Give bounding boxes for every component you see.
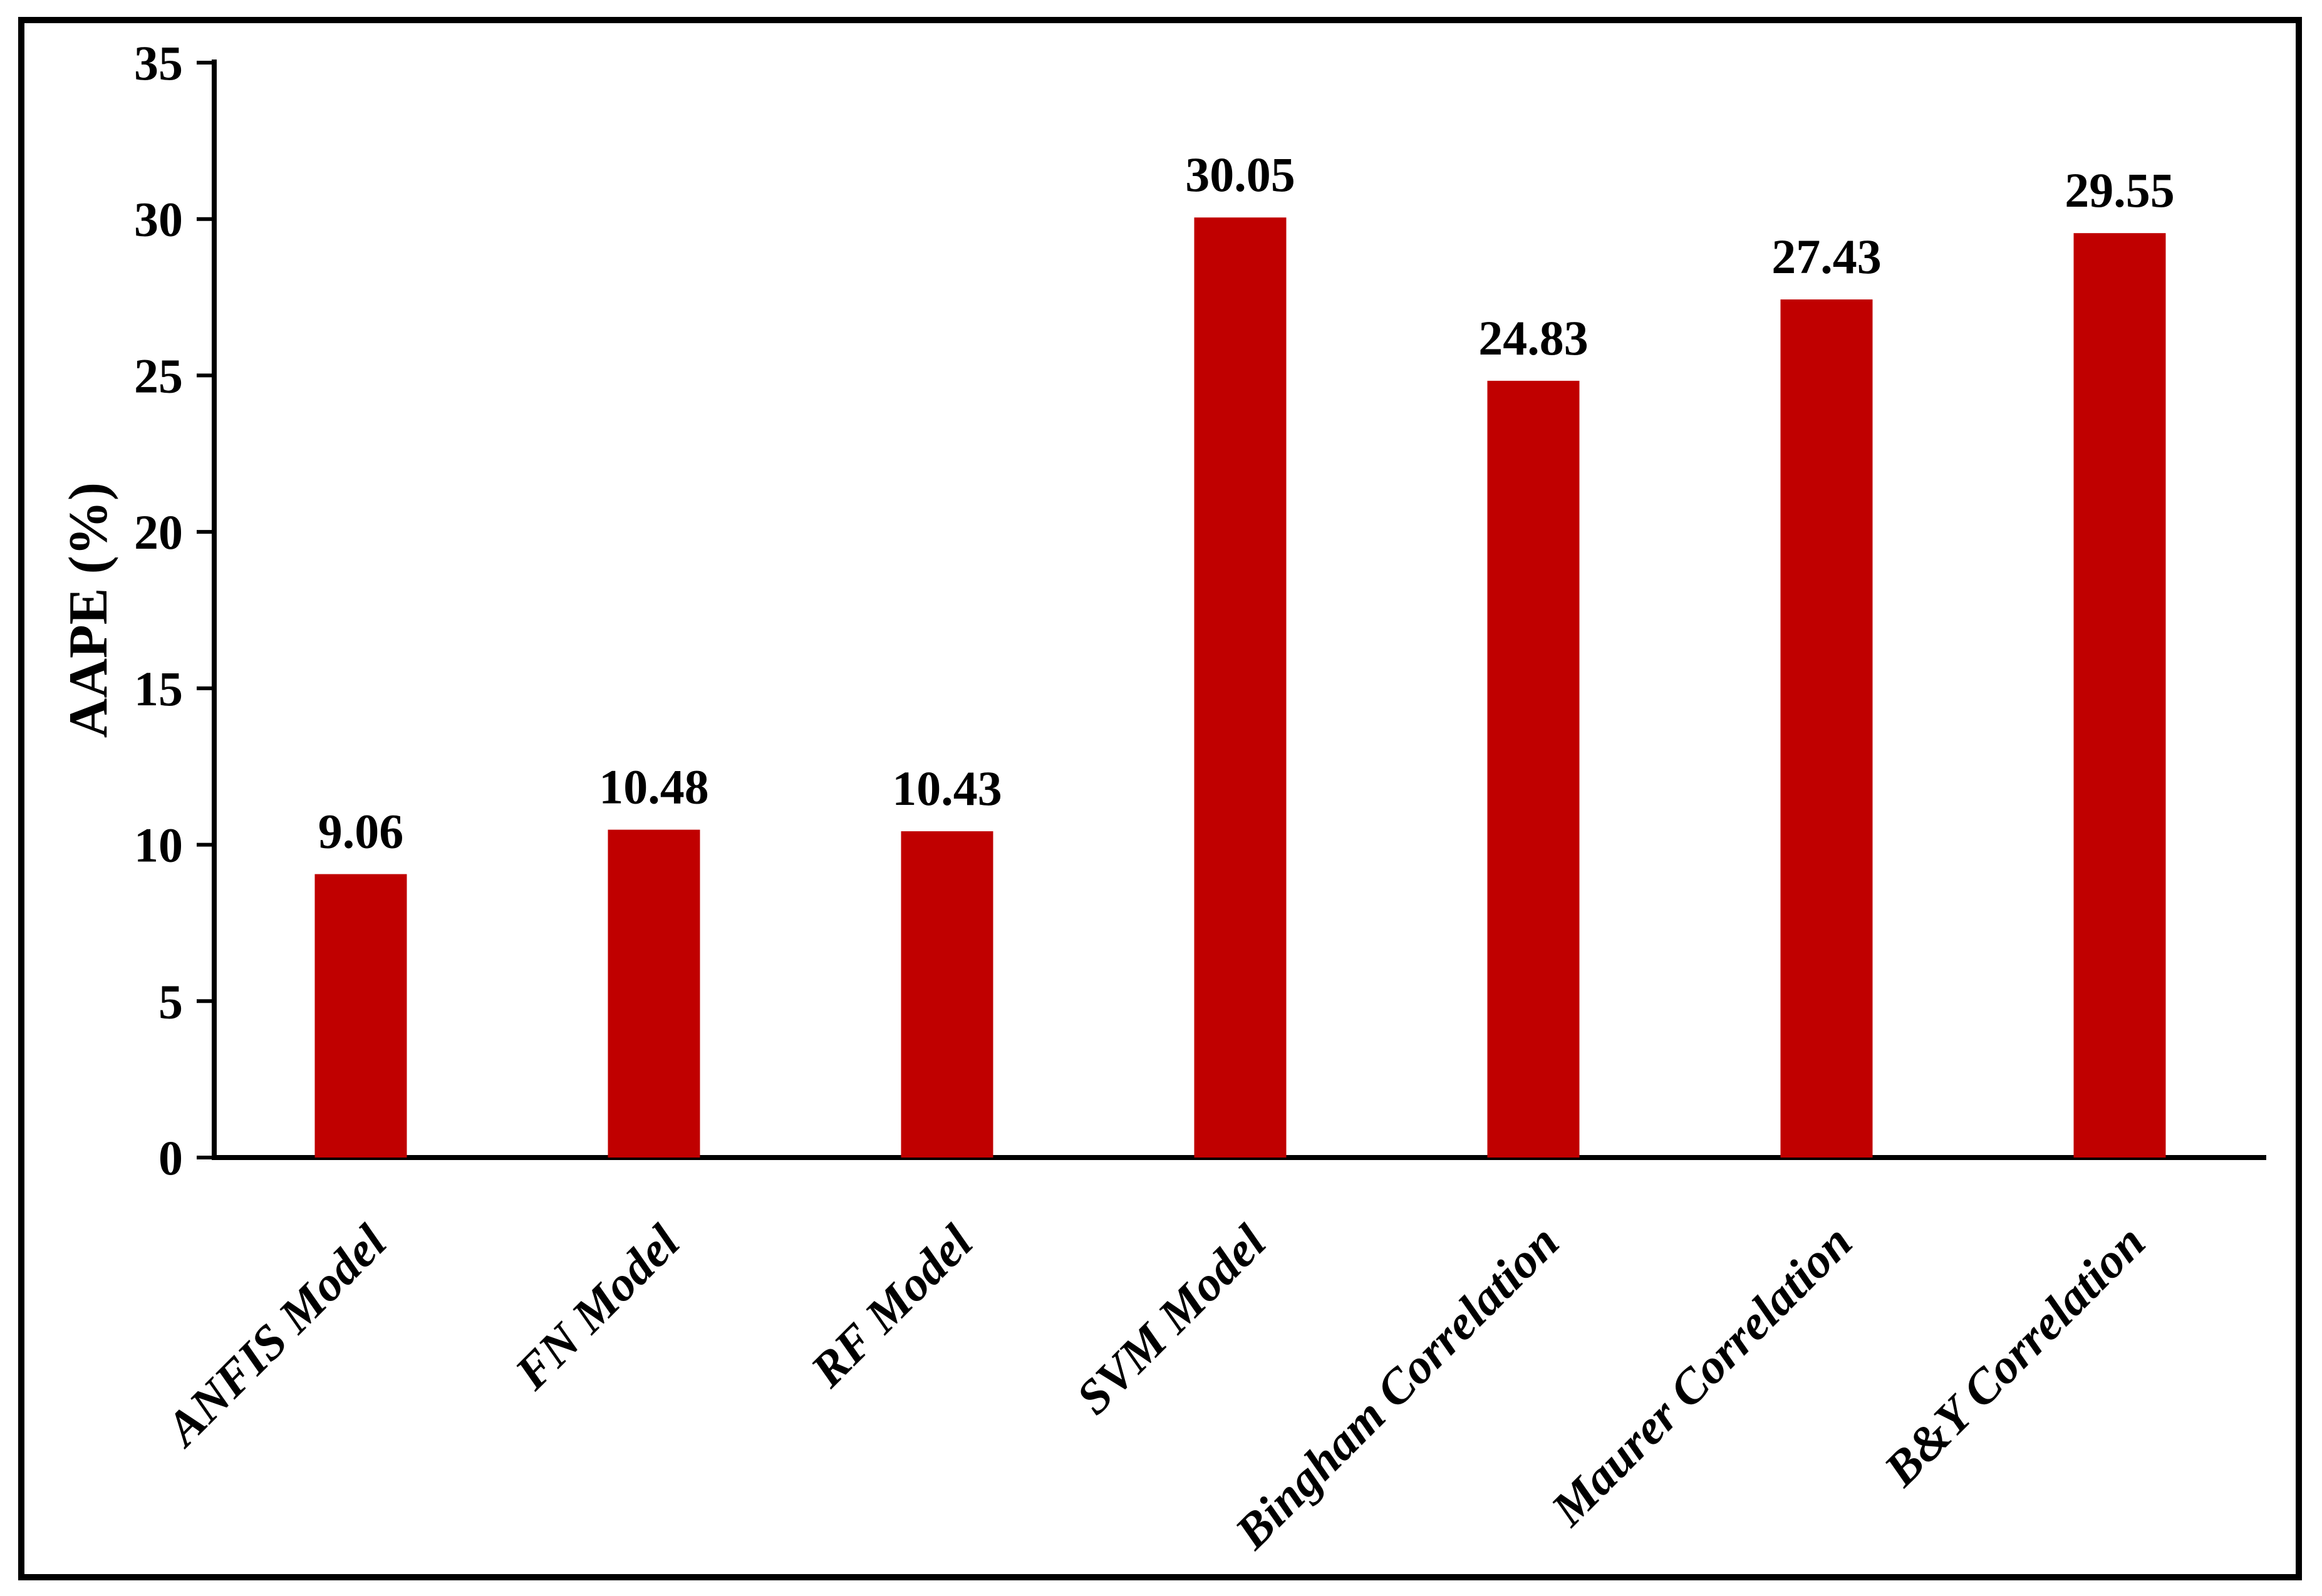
bar-value-label: 29.55 [2065,163,2175,217]
y-tick-label: 10 [134,818,183,873]
bar-value-label: 10.48 [599,760,709,814]
y-tick-label: 30 [134,192,183,247]
x-category-label: RF Model [799,1214,983,1397]
x-category-label: B&Y Correlation [1873,1215,2155,1497]
figure-border [18,17,2302,1580]
y-tick-label: 25 [134,348,183,403]
bar [1780,299,1873,1158]
y-tick-label: 5 [158,974,183,1029]
bar [314,874,407,1158]
x-category-label: SVM Model [1065,1214,1276,1424]
bar-value-label: 24.83 [1478,311,1589,365]
bar-value-label: 27.43 [1771,229,1882,284]
x-category-label: Bingham Correlation [1224,1215,1569,1560]
y-tick-label: 0 [158,1131,183,1185]
bar [2073,233,2166,1158]
bar-value-label: 9.06 [318,804,404,859]
bar [1194,217,1287,1158]
x-category-label: FN Model [504,1214,690,1400]
bar-value-label: 10.43 [892,761,1002,816]
bar [1487,380,1580,1158]
x-category-label: Maurer Correlation [1540,1215,1862,1537]
y-axis-title: AAPE (%) [58,482,119,738]
y-tick-label: 15 [134,661,183,716]
bar-value-label: 30.05 [1185,147,1295,202]
x-category-label: ANFIS Model [153,1214,397,1458]
y-tick-label: 20 [134,505,183,559]
bar [901,831,993,1158]
y-tick-label: 35 [134,36,183,90]
bar [608,829,700,1158]
